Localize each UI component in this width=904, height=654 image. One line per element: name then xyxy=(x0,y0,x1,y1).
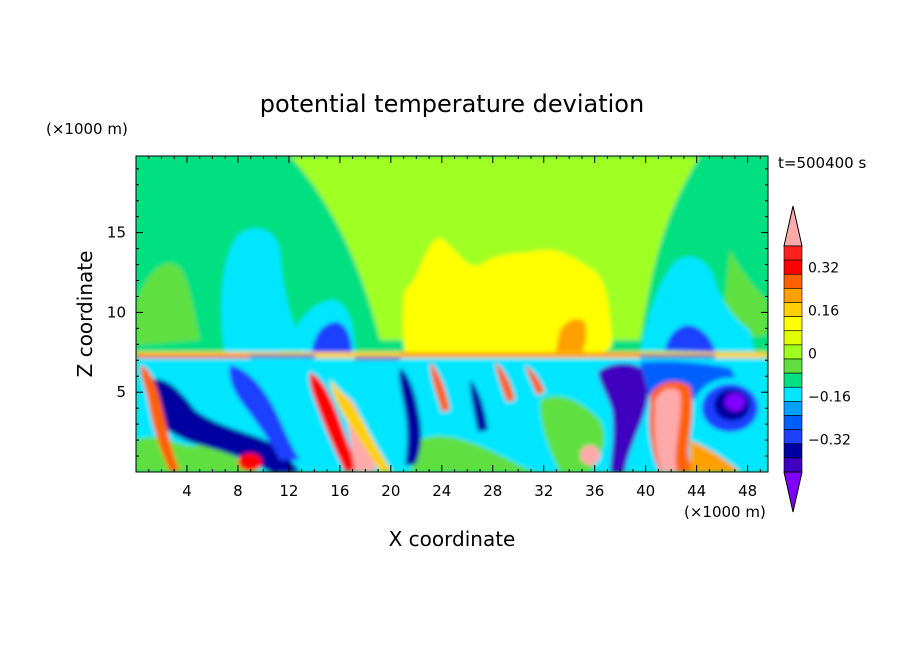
colorbar-swatch xyxy=(783,401,803,416)
colorbar-swatch xyxy=(783,302,803,317)
colorbar-extend-low xyxy=(783,471,803,513)
plume-orange xyxy=(555,319,587,355)
colorbar-swatch xyxy=(783,429,803,445)
y-axis-ticks: 5 10 15 xyxy=(107,168,768,457)
colorbar-tick-label: −0.16 xyxy=(808,390,851,406)
plot-frame xyxy=(135,155,769,473)
bl-blue-band-1 xyxy=(150,379,300,472)
colorbar-swatch xyxy=(783,273,803,289)
plume-yellow xyxy=(402,238,612,355)
blue-lobe-right xyxy=(665,325,715,352)
x-tick-label: 36 xyxy=(585,482,604,500)
x-tick-label: 20 xyxy=(381,482,400,500)
colorbar-swatch xyxy=(783,344,803,360)
colorbar-tick-label: 0 xyxy=(808,347,817,363)
bl-orange-wave-1 xyxy=(140,365,180,472)
colorbar-tick-label: 0.16 xyxy=(808,304,839,320)
y-axis-label: Z coordinate xyxy=(73,251,97,378)
colorbar-swatch xyxy=(783,457,803,473)
contour-field xyxy=(136,156,768,472)
x-axis-label: X coordinate xyxy=(389,527,516,551)
time-label: t=500400 s xyxy=(778,154,866,172)
bl-yellow-wave xyxy=(330,380,392,472)
colorbar-swatch xyxy=(783,245,803,261)
bl-right-blue-mass xyxy=(598,363,649,472)
bl-right-pink-band xyxy=(654,388,681,472)
x-unit-label: (×1000 m) xyxy=(684,503,766,521)
colorbar: 0.32 0.16 0 −0.16 −0.32 xyxy=(783,205,851,513)
bl-green-patches xyxy=(136,396,605,472)
colorbar-tick-label: −0.32 xyxy=(808,433,851,449)
inversion-line-red xyxy=(136,354,640,358)
bl-pink-blob xyxy=(580,445,600,465)
bl-blue-stripes xyxy=(399,368,488,465)
bl-red-blob xyxy=(238,453,262,471)
bl-orange-stripes xyxy=(430,362,545,412)
colorbar-swatch xyxy=(783,330,803,346)
x-tick-label: 12 xyxy=(279,482,298,500)
bl-right-orange-lower xyxy=(690,440,740,472)
blue-lobe-left xyxy=(312,322,352,355)
x-tick-label: 40 xyxy=(636,482,655,500)
x-tick-label: 32 xyxy=(534,482,553,500)
upper-green-arch-left xyxy=(136,263,200,345)
colorbar-swatch xyxy=(783,386,803,402)
x-tick-label: 4 xyxy=(182,482,192,500)
x-tick-label: 8 xyxy=(233,482,243,500)
x-tick-label: 48 xyxy=(738,482,757,500)
colorbar-swatch xyxy=(783,288,803,303)
colorbar-swatch xyxy=(783,372,803,388)
colorbar-swatch xyxy=(783,316,803,332)
x-tick-label: 16 xyxy=(330,482,349,500)
x-tick-label: 28 xyxy=(483,482,502,500)
inversion-line-purple xyxy=(250,355,715,360)
cyan-lobe-left xyxy=(221,228,305,355)
bl-right-purple-core xyxy=(725,393,745,411)
cyan-lobe-right xyxy=(640,256,755,352)
colorbar-tick-label: 0.32 xyxy=(808,261,839,277)
y-tick-label: 15 xyxy=(107,224,126,242)
colorbar-swatch xyxy=(783,415,803,430)
x-axis-ticks: 4 8 12 16 20 24 28 32 36 40 44 48 xyxy=(148,156,761,500)
chart-title: potential temperature deviation xyxy=(260,90,644,118)
y-tick-label: 10 xyxy=(107,303,126,321)
colorbar-extend-high xyxy=(783,205,803,247)
bl-blue-band-2 xyxy=(229,365,300,460)
bl-orange-wave-2 xyxy=(309,372,360,472)
colorbar-swatch xyxy=(783,259,803,275)
colorbar-swatch xyxy=(783,443,803,459)
y-tick-label: 5 xyxy=(116,383,126,401)
colorbar-swatch xyxy=(783,358,803,374)
x-tick-label: 24 xyxy=(432,482,451,500)
x-tick-label: 44 xyxy=(687,482,706,500)
y-unit-label: (×1000 m) xyxy=(46,120,128,138)
